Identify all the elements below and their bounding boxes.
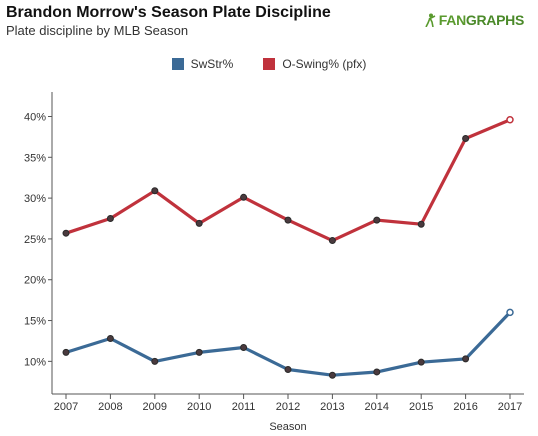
data-point — [106, 215, 114, 223]
data-point — [506, 116, 514, 124]
x-tick-label: 2011 — [232, 401, 256, 413]
data-point — [284, 366, 292, 374]
data-point — [328, 371, 336, 379]
chart-legend: SwStr% O-Swing% (pfx) — [0, 57, 538, 71]
x-tick-label: 2014 — [365, 401, 389, 413]
x-tick-label: 2017 — [498, 401, 522, 413]
x-tick-label: 2015 — [409, 401, 433, 413]
data-point — [284, 216, 292, 224]
y-tick-label: 10% — [24, 356, 46, 368]
x-tick-label: 2012 — [276, 401, 300, 413]
data-point — [373, 368, 381, 376]
y-tick-label: 15% — [24, 316, 46, 328]
data-point — [462, 135, 470, 143]
x-tick-label: 2016 — [453, 401, 477, 413]
data-point — [462, 355, 470, 363]
data-point — [240, 193, 248, 201]
y-tick-label: 40% — [24, 111, 46, 123]
legend-item[interactable]: O-Swing% (pfx) — [263, 57, 366, 71]
x-tick-label: 2007 — [54, 401, 78, 413]
legend-label: SwStr% — [190, 57, 234, 71]
data-point — [417, 358, 425, 366]
fangraphs-logo[interactable]: FAN GRAPHS — [424, 12, 524, 28]
data-point — [151, 357, 159, 365]
data-point — [62, 348, 70, 356]
legend-swatch — [263, 58, 276, 70]
x-tick-label: 2008 — [98, 401, 122, 413]
chart-title: Brandon Morrow's Season Plate Discipline — [6, 4, 331, 21]
series-line-0 — [65, 311, 512, 377]
x-axis-title: Season — [269, 421, 306, 433]
data-point — [328, 237, 336, 245]
chart-subtitle: Plate discipline by MLB Season — [6, 23, 189, 38]
data-point — [106, 334, 114, 342]
data-point — [151, 187, 159, 195]
data-point — [195, 348, 203, 356]
y-tick-label: 20% — [24, 275, 46, 287]
brand-prefix: FAN — [438, 12, 466, 28]
batter-logo-icon — [425, 13, 436, 27]
data-point — [62, 229, 70, 237]
y-tick-label: 30% — [24, 193, 46, 205]
brand-suffix: GRAPHS — [465, 12, 524, 28]
x-tick-label: 2013 — [320, 401, 344, 413]
data-point — [373, 216, 381, 224]
legend-swatch — [171, 58, 184, 70]
x-tick-label: 2010 — [187, 401, 211, 413]
data-point — [417, 220, 425, 228]
legend-label: O-Swing% (pfx) — [282, 57, 367, 71]
data-point — [506, 308, 514, 317]
legend-item[interactable]: SwStr% — [171, 57, 234, 71]
data-point — [240, 343, 248, 351]
y-tick-label: 25% — [24, 234, 46, 246]
y-tick-label: 35% — [24, 152, 46, 164]
x-tick-label: 2009 — [143, 401, 167, 413]
data-point — [195, 219, 203, 227]
